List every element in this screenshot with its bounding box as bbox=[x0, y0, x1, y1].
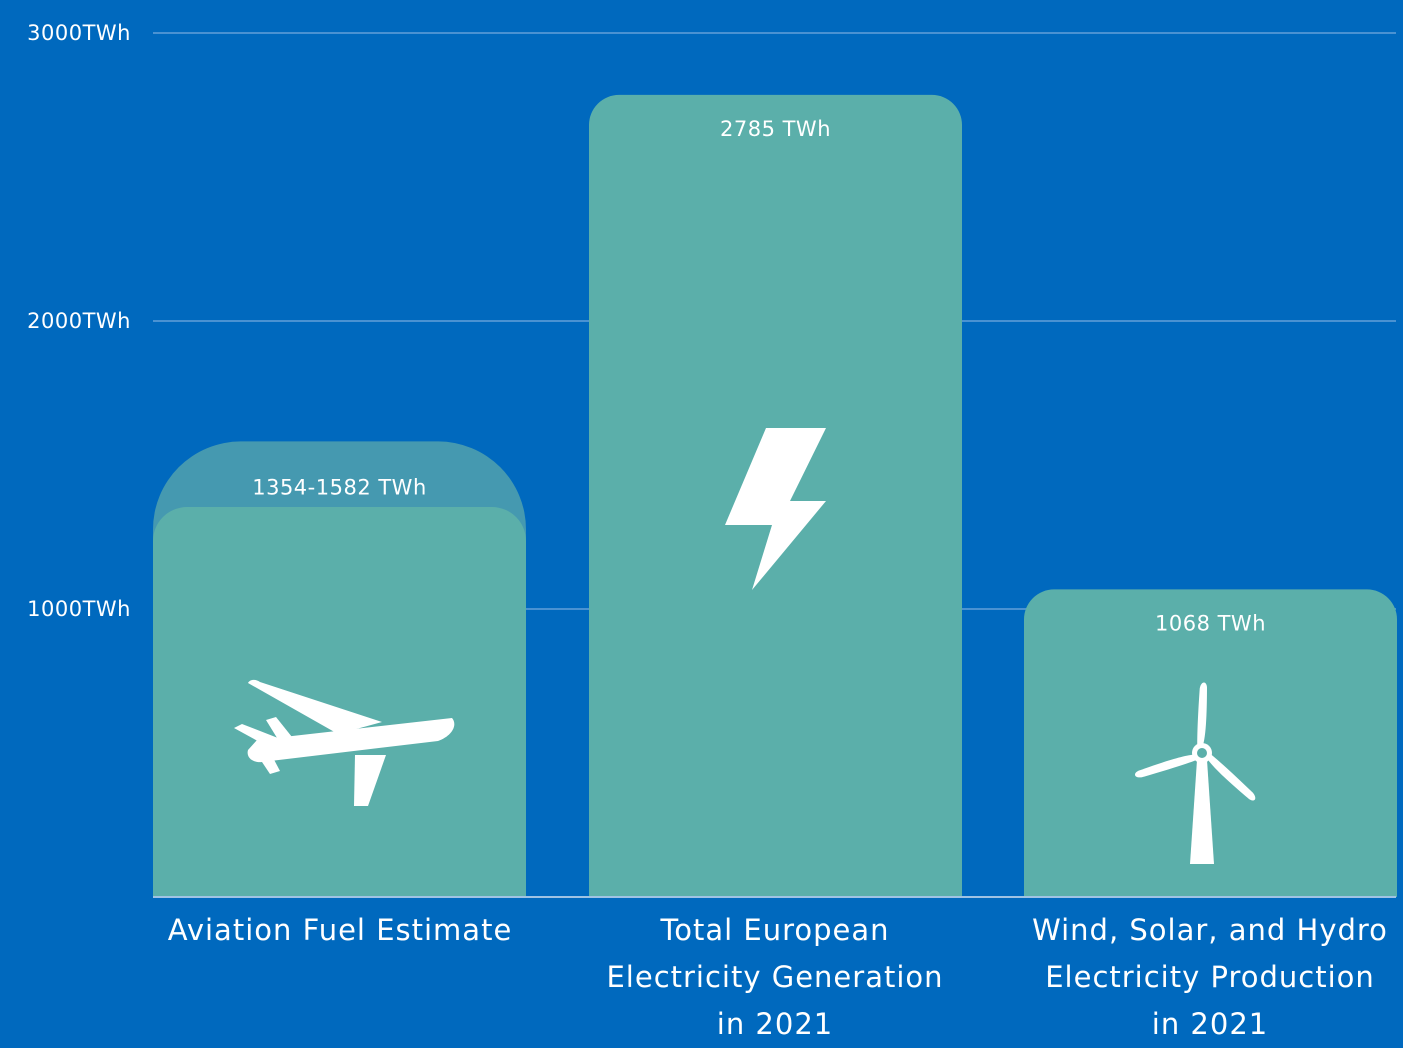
y-tick-label: 2000TWh bbox=[27, 309, 131, 333]
wind-turbine-icon bbox=[1135, 682, 1256, 864]
y-tick-label: 3000TWh bbox=[27, 21, 131, 45]
x-category-label: Wind, Solar, and Hydro Electricity Produc… bbox=[1032, 913, 1388, 1041]
bar bbox=[153, 507, 526, 897]
y-tick-label: 1000TWh bbox=[27, 597, 131, 621]
x-category-label: Aviation Fuel Estimate bbox=[167, 913, 513, 947]
data-label: 1068 TWh bbox=[1155, 611, 1266, 635]
bars: 1354-1582 TWh 2785 TWh 1068 TWh bbox=[153, 94, 1397, 898]
bar-icons bbox=[234, 428, 1256, 864]
lightning-bolt-icon bbox=[725, 428, 826, 590]
x-category-label: Total European Electricity Generation in 2… bbox=[606, 913, 944, 1041]
y-axis-ticks: 1000TWh 2000TWh 3000TWh bbox=[27, 21, 131, 621]
data-label: 1354-1582 TWh bbox=[252, 475, 427, 499]
airplane-icon bbox=[234, 679, 455, 806]
data-label: 2785 TWh bbox=[720, 117, 831, 141]
bar bbox=[1024, 589, 1397, 897]
